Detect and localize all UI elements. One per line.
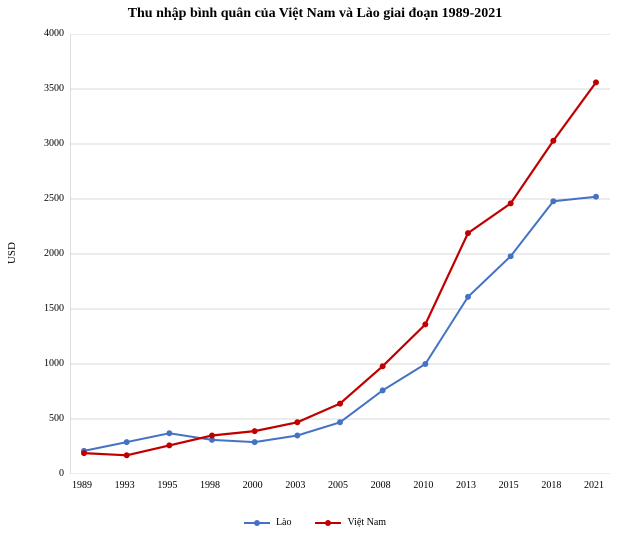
chart-svg — [70, 34, 610, 474]
legend-marker-icon — [325, 520, 331, 526]
legend-item: Lào — [244, 517, 292, 528]
legend-swatch — [244, 522, 270, 524]
x-tick-label: 2015 — [499, 480, 519, 491]
y-tick-label: 0 — [59, 468, 64, 479]
legend-label: Việt Nam — [347, 517, 386, 528]
y-tick-label: 1500 — [44, 303, 64, 314]
chart-container: Thu nhập bình quân của Việt Nam và Lào g… — [0, 0, 630, 536]
legend-label: Lào — [276, 517, 292, 528]
plot-area — [70, 34, 610, 474]
x-tick-label: 2000 — [243, 480, 263, 491]
y-tick-label: 4000 — [44, 28, 64, 39]
x-tick-label: 1995 — [157, 480, 177, 491]
legend-marker-icon — [254, 520, 260, 526]
x-tick-label: 1998 — [200, 480, 220, 491]
x-tick-label: 2008 — [371, 480, 391, 491]
legend: Lào Việt Nam — [0, 516, 630, 529]
x-tick-label: 2010 — [413, 480, 433, 491]
x-tick-label: 2003 — [285, 480, 305, 491]
x-tick-label: 2021 — [584, 480, 604, 491]
y-tick-label: 2500 — [44, 193, 64, 204]
y-tick-label: 3500 — [44, 83, 64, 94]
x-tick-label: 1989 — [72, 480, 92, 491]
x-tick-label: 2005 — [328, 480, 348, 491]
x-tick-label: 1993 — [115, 480, 135, 491]
y-axis-label: USD — [6, 242, 18, 264]
legend-swatch — [315, 522, 341, 524]
y-tick-label: 2000 — [44, 248, 64, 259]
x-tick-label: 2013 — [456, 480, 476, 491]
legend-item: Việt Nam — [315, 517, 386, 528]
y-tick-label: 1000 — [44, 358, 64, 369]
y-tick-label: 500 — [49, 413, 64, 424]
x-tick-label: 2018 — [541, 480, 561, 491]
y-tick-label: 3000 — [44, 138, 64, 149]
chart-title: Thu nhập bình quân của Việt Nam và Lào g… — [0, 6, 630, 22]
